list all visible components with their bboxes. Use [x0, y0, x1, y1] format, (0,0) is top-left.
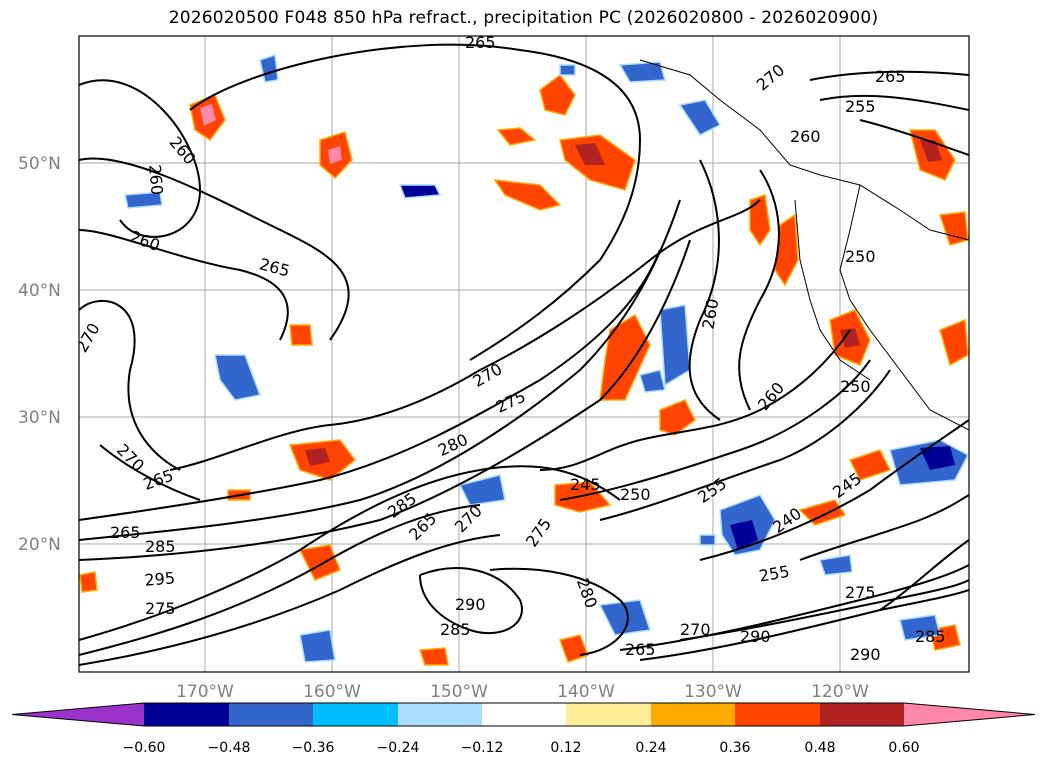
- svg-text:295: 295: [144, 568, 176, 590]
- svg-text:250: 250: [620, 485, 651, 504]
- map-frame: [78, 35, 970, 673]
- lon-label-140w: 140°W: [557, 682, 615, 702]
- svg-text:265: 265: [875, 67, 906, 86]
- colorbar-segment: [820, 703, 904, 726]
- colorbar-segment: [313, 703, 398, 726]
- svg-text:265: 265: [465, 33, 496, 52]
- cbar-tick-7: 0.24: [635, 740, 666, 756]
- svg-text:250: 250: [845, 247, 876, 266]
- lat-label-30n: 30°N: [18, 408, 61, 428]
- colorbar-segment: [144, 703, 229, 726]
- lon-label-150w: 150°W: [430, 682, 488, 702]
- colorbar-extend-low: [12, 703, 144, 726]
- svg-text:290: 290: [850, 645, 881, 664]
- lon-label-120w: 120°W: [811, 682, 869, 702]
- colorbar-segment: [398, 703, 482, 726]
- svg-text:255: 255: [845, 97, 876, 116]
- colorbar-segment: [229, 703, 313, 726]
- cbar-tick-8: 0.36: [719, 740, 750, 756]
- map-title: 2026020500 F048 850 hPa refract., precip…: [168, 8, 879, 28]
- lat-label-50n: 50°N: [18, 154, 61, 174]
- svg-text:265: 265: [625, 640, 656, 659]
- colorbar-outline: [11, 702, 1036, 727]
- svg-text:290: 290: [455, 595, 486, 614]
- svg-text:270: 270: [680, 620, 711, 639]
- svg-text:285: 285: [145, 537, 176, 556]
- precip-negative-patches: [124, 53, 969, 663]
- cbar-tick-3: −0.36: [292, 740, 335, 756]
- colorbar-segment: [735, 703, 820, 726]
- svg-text:260: 260: [790, 127, 821, 146]
- colorbar-ticks: −0.60 −0.48 −0.36 −0.24 −0.12 0.12 0.24 …: [123, 740, 920, 756]
- svg-text:250: 250: [840, 377, 871, 396]
- colorbar-segment: [482, 703, 566, 726]
- longitude-labels: 170°W 160°W 150°W 140°W 130°W 120°W: [176, 682, 869, 702]
- cbar-tick-6: 0.12: [550, 740, 581, 756]
- lon-label-160w: 160°W: [303, 682, 361, 702]
- lat-label-40n: 40°N: [18, 281, 61, 301]
- lat-label-20n: 20°N: [18, 535, 61, 555]
- svg-text:260: 260: [145, 164, 167, 196]
- svg-text:285: 285: [440, 620, 471, 639]
- colorbar-extend-high: [904, 703, 1035, 726]
- cbar-tick-2: −0.48: [208, 740, 251, 756]
- cbar-tick-5: −0.12: [461, 740, 504, 756]
- refractivity-contours: [79, 43, 969, 666]
- coastline: [639, 59, 969, 431]
- colorbar-segment: [566, 703, 651, 726]
- lon-label-130w: 130°W: [684, 682, 742, 702]
- cbar-tick-10: 0.60: [888, 740, 919, 756]
- svg-text:275: 275: [145, 599, 176, 618]
- latitude-labels: 50°N 40°N 30°N 20°N: [18, 154, 61, 555]
- svg-text:245: 245: [570, 475, 601, 494]
- map-area: 265 260 260 260 265 270 270 275 270 280 …: [79, 33, 969, 672]
- cbar-tick-4: −0.24: [377, 740, 420, 756]
- cbar-tick-1: −0.60: [123, 740, 166, 756]
- lon-label-170w: 170°W: [176, 682, 234, 702]
- svg-text:275: 275: [845, 583, 876, 602]
- gridlines: [79, 36, 969, 672]
- svg-text:285: 285: [915, 627, 946, 646]
- cbar-tick-9: 0.48: [804, 740, 835, 756]
- colorbar: [11, 702, 1036, 727]
- svg-text:290: 290: [740, 627, 771, 646]
- svg-text:265: 265: [110, 523, 141, 542]
- colorbar-segment: [651, 703, 735, 726]
- precip-positive-patches: [79, 73, 969, 666]
